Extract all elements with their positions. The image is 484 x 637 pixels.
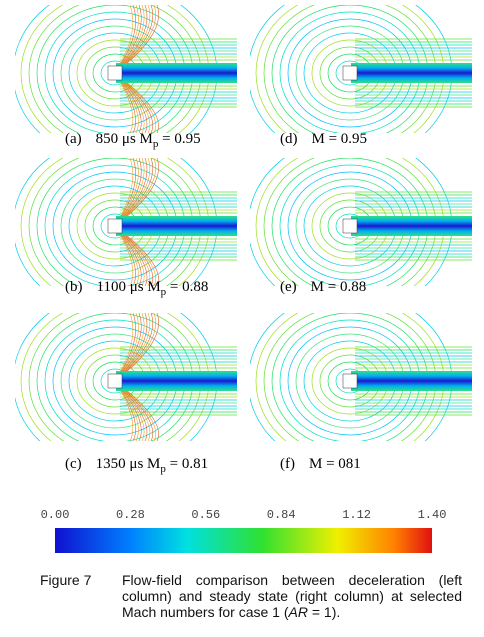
- wake: [116, 216, 237, 236]
- contour-plot: [15, 5, 237, 133]
- colorbar-tick-label: 0.00: [41, 508, 70, 522]
- panel-caption: (c) 1350 μs Mp = 0.81: [65, 456, 208, 475]
- panel-caption: (e) M = 0.88: [280, 279, 366, 295]
- panel-text: M = 081: [309, 456, 361, 472]
- caption-text: Flow-field comparison between decelerati…: [122, 572, 462, 620]
- body-nose: [342, 65, 358, 81]
- panel-text: 1100 μs M: [97, 279, 161, 295]
- panel-label: (e): [280, 279, 297, 295]
- contour-plot: [250, 313, 472, 441]
- panel-label: (d): [280, 131, 298, 147]
- panel-label: (c): [65, 456, 82, 472]
- contour-plot: [250, 5, 472, 133]
- panel-caption: (a) 850 μs Mp = 0.95: [65, 131, 201, 150]
- body-nose: [342, 373, 358, 389]
- panel-subscript: p: [160, 463, 166, 475]
- wake: [351, 63, 472, 83]
- contour-plot: [250, 158, 472, 286]
- panel-label: (f): [280, 456, 295, 472]
- wake: [116, 371, 237, 391]
- wake: [351, 371, 472, 391]
- panel-caption: (f) M = 081: [280, 456, 361, 472]
- panel-text-end: = 0.81: [166, 456, 208, 472]
- colorbar-tick-label: 0.84: [267, 508, 296, 522]
- colorbar-tick-label: 1.12: [342, 508, 371, 522]
- panel-text-end: = 0.88: [166, 279, 208, 295]
- panel-label: (a): [65, 131, 82, 147]
- colorbar: [55, 528, 432, 553]
- colorbar-tick-label: 0.56: [191, 508, 220, 522]
- caption-text-a: Flow-field comparison between decelerati…: [122, 572, 462, 620]
- body-nose: [342, 218, 358, 234]
- figure: (a) 850 μs Mp = 0.95 (d) M = 0.95(b) 1100 μs…: [15, 5, 472, 553]
- body-nose: [107, 65, 123, 81]
- caption-text-b: = 1).: [307, 604, 341, 620]
- panel-text: 850 μs M: [96, 131, 153, 147]
- body-nose: [107, 218, 123, 234]
- panel-text: M = 0.95: [312, 131, 368, 147]
- contour-plot: [15, 313, 237, 441]
- figure-caption: Figure 7 Flow-field comparison between d…: [40, 572, 464, 620]
- caption-label: Figure 7: [40, 572, 92, 588]
- caption-italic: AR: [288, 604, 308, 620]
- panel-text-end: = 0.95: [158, 131, 200, 147]
- panel-caption: (d) M = 0.95: [280, 131, 367, 147]
- body-nose: [107, 373, 123, 389]
- wake: [351, 216, 472, 236]
- colorbar-tick-label: 0.28: [116, 508, 145, 522]
- panel-text: M = 0.88: [311, 279, 367, 295]
- panel-subscript: p: [161, 286, 167, 298]
- contour-plot: [15, 158, 237, 286]
- wake: [116, 63, 237, 83]
- panel-label: (b): [65, 279, 83, 295]
- colorbar-tick-label: 1.40: [418, 508, 447, 522]
- panel-subscript: p: [153, 138, 159, 150]
- panel-caption: (b) 1100 μs Mp = 0.88: [65, 279, 208, 298]
- panel-text: 1350 μs M: [96, 456, 161, 472]
